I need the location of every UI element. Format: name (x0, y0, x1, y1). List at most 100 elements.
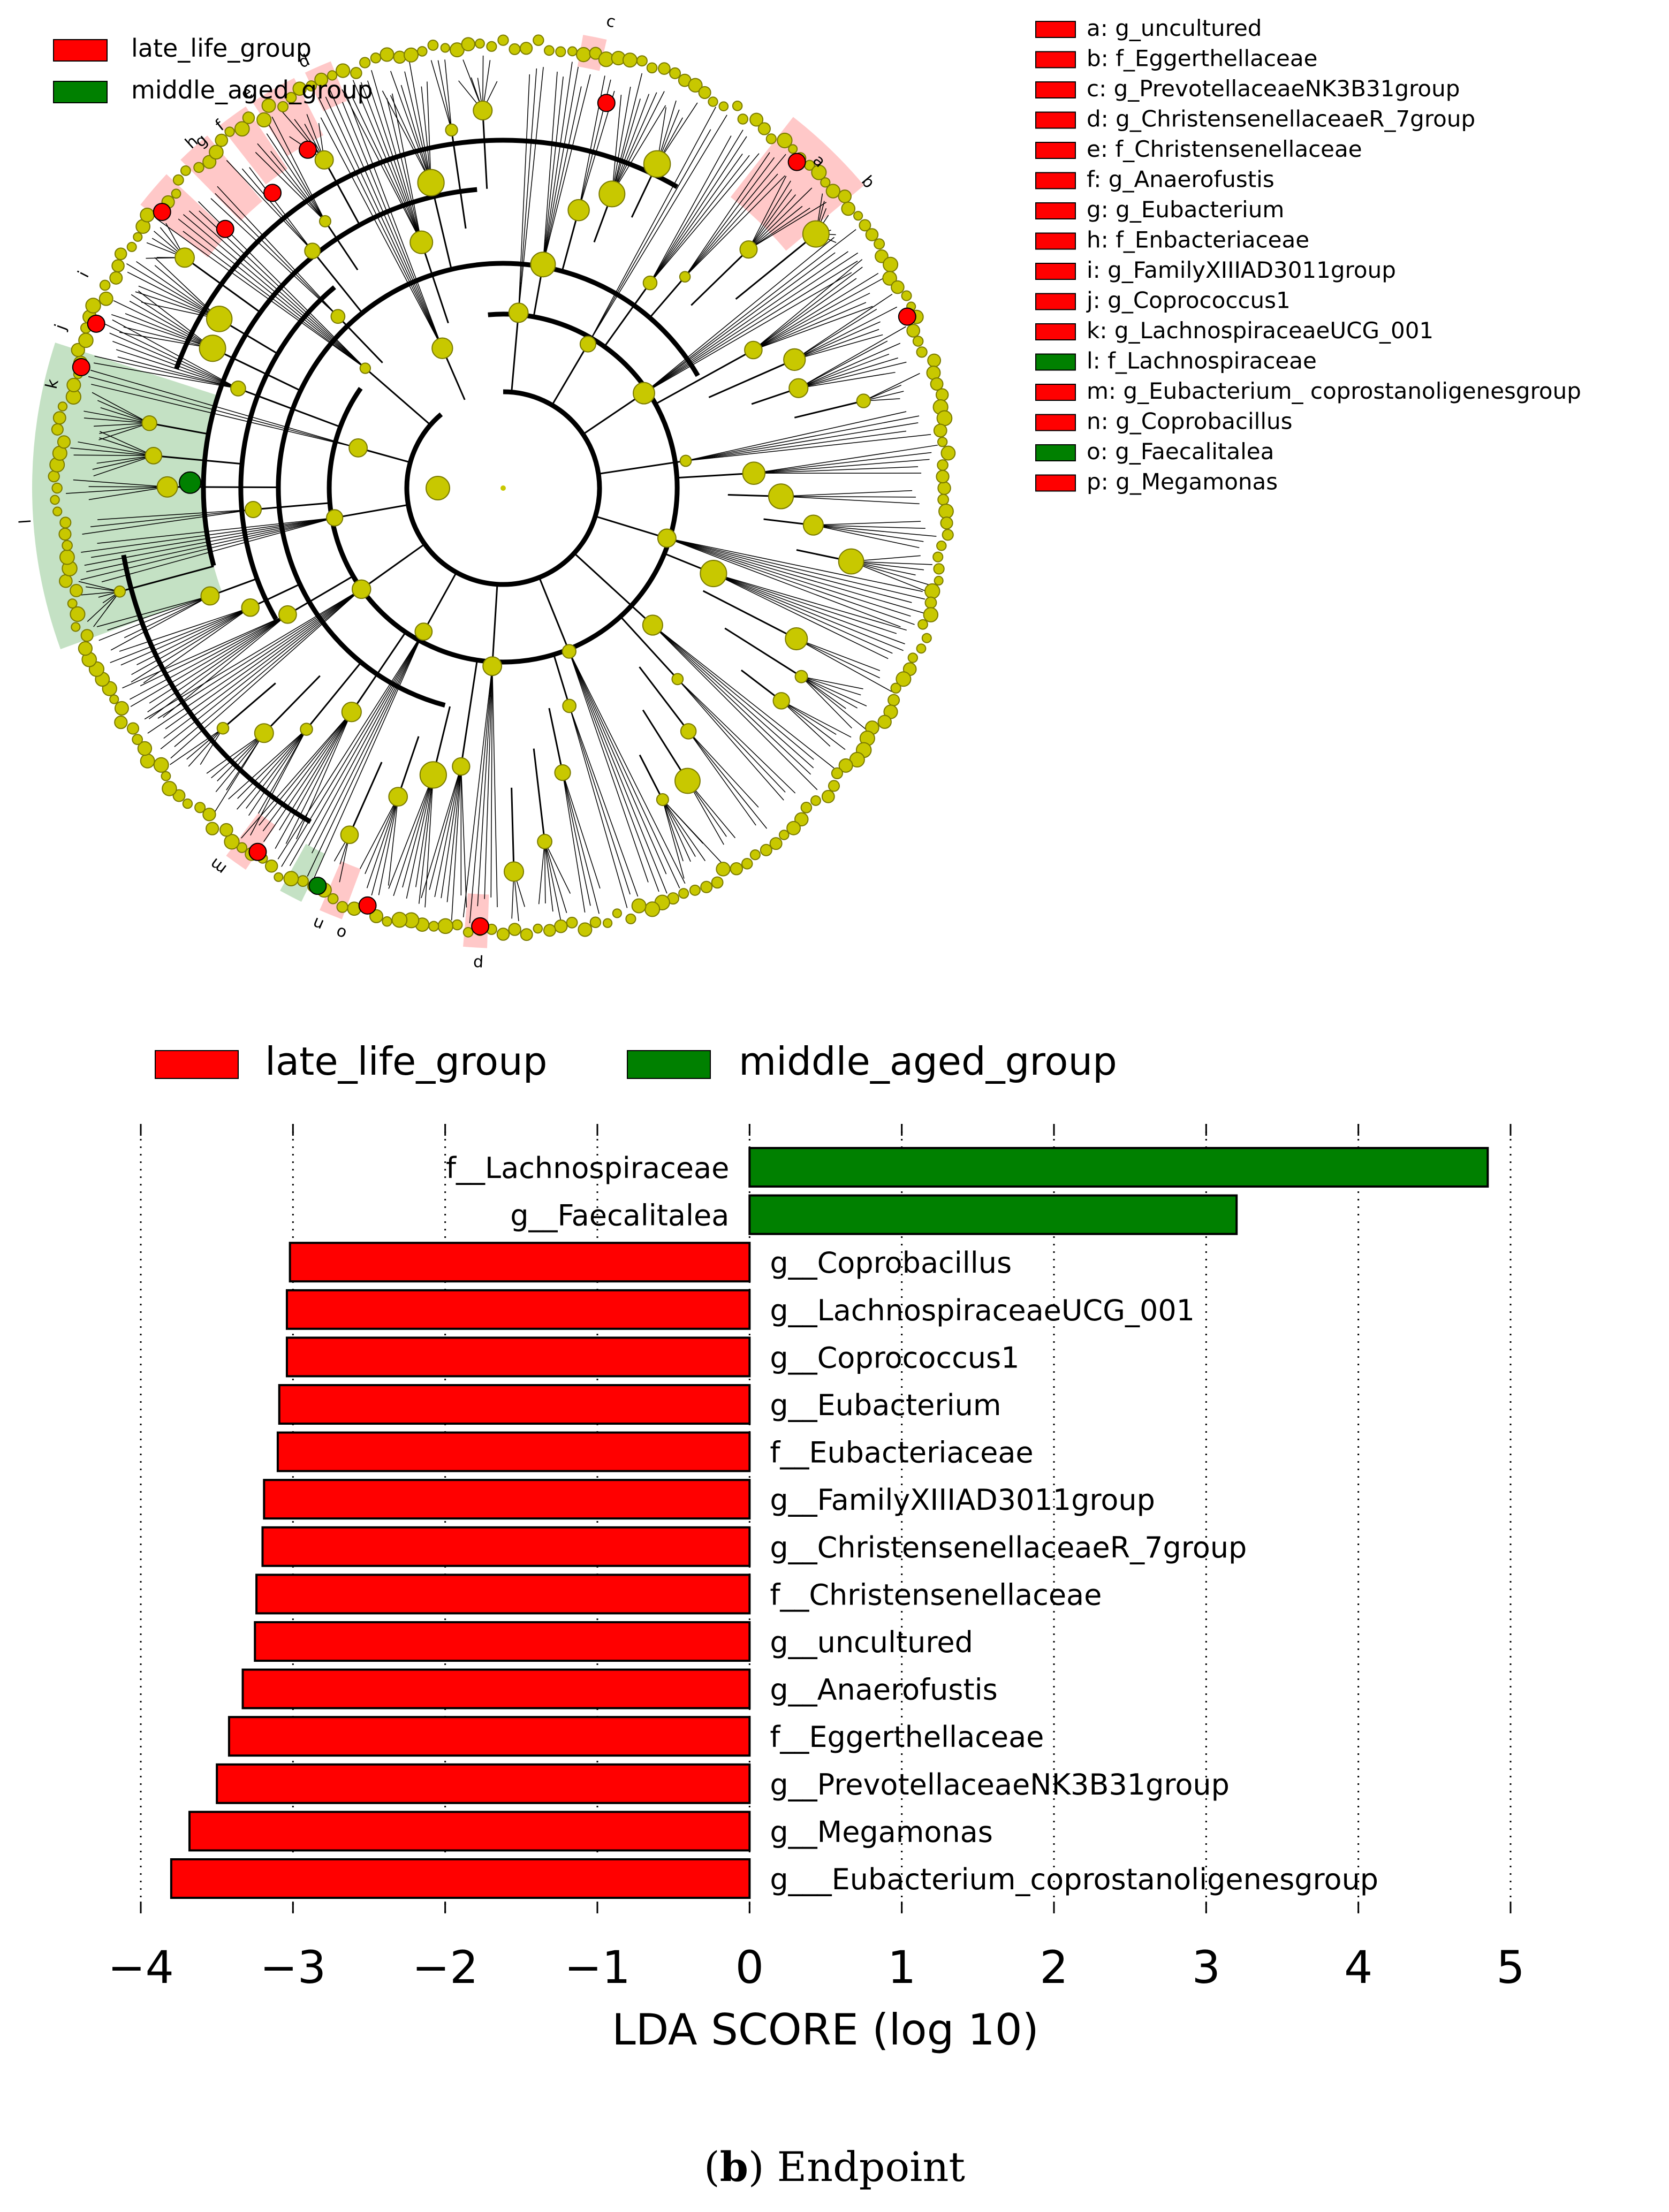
lda-bar-late (216, 1763, 751, 1804)
clado-node (772, 692, 790, 710)
clado-node (533, 34, 544, 46)
clado-leaf-link (80, 591, 120, 596)
clado-leaf-link (781, 700, 852, 738)
clado-legend-late-swatch (53, 39, 108, 62)
clado-node (126, 722, 140, 735)
clado-node (51, 482, 63, 494)
clado-leaf-link (94, 422, 150, 427)
clado-branch (149, 422, 209, 435)
lda-tick-label: 2 (1040, 1941, 1068, 1994)
clado-branch (655, 349, 754, 405)
clado-leaf-link (289, 631, 424, 866)
clado-node (622, 52, 638, 68)
lda-bar-late (261, 1526, 751, 1567)
clado-node (202, 808, 216, 822)
clado-leaf-link (611, 87, 631, 194)
clado-node (162, 781, 177, 796)
lda-legend-middle-swatch (627, 1050, 711, 1079)
clado-branch (702, 590, 797, 640)
clado-node (575, 47, 591, 63)
clado-leaf-link (215, 733, 264, 793)
clado-node (718, 101, 729, 112)
clado-node (698, 86, 711, 99)
clado-node (71, 622, 81, 632)
clado-node (924, 583, 940, 599)
clado-node-late (299, 140, 317, 159)
clado-leaf-link (165, 589, 362, 729)
clado-leaf-link (136, 607, 251, 665)
clado-leaf-link (404, 71, 431, 183)
clado-node (838, 189, 852, 203)
clado-branch (397, 736, 420, 797)
clado-leaf-link (649, 130, 744, 284)
clado-node (768, 483, 794, 510)
clado-branch (603, 282, 651, 347)
clado-leaf-link (685, 422, 919, 461)
clado-node (865, 228, 879, 241)
clado-leaf-link (484, 666, 493, 899)
clado-leaf-link (96, 455, 154, 464)
clado-leaf-link (96, 595, 210, 627)
clado-leaf-link (109, 332, 239, 389)
clado-leaf-link (246, 729, 307, 809)
clado-node (327, 893, 339, 904)
clado-leaf-link (813, 525, 924, 542)
clado-leaf-link (794, 309, 877, 360)
clado-node (140, 753, 155, 769)
clado-node (482, 656, 503, 676)
clado-leaf-link (104, 323, 239, 389)
clado-leaf-link (643, 252, 859, 394)
clado-node (820, 177, 831, 188)
clado-key-swatch (1035, 323, 1076, 340)
clado-branch (639, 666, 689, 732)
clado-node (370, 52, 382, 64)
clado-leaf-link (371, 796, 399, 896)
clado-node (562, 644, 576, 659)
clado-leaf-link (344, 90, 443, 348)
clado-node (757, 122, 771, 135)
clado-node (887, 694, 900, 706)
clado-node (382, 916, 392, 927)
clado-key-label: d: g_ChristensenellaceaeR_7group (1087, 106, 1475, 132)
clado-node (643, 150, 671, 178)
clado-node (473, 100, 493, 121)
lda-tick-label: −1 (564, 1941, 631, 1994)
clado-ring (276, 261, 700, 708)
clado-node (760, 843, 772, 856)
clado-leaf-link (568, 705, 631, 895)
clado-leaf-link (367, 80, 422, 242)
clado-node (109, 271, 123, 285)
clado-leaf-link (131, 294, 213, 349)
clado-branch (253, 502, 330, 511)
clado-node (642, 275, 658, 291)
lda-bar-late (263, 1479, 751, 1520)
clado-node (838, 758, 853, 773)
clado-leaf-link (813, 525, 937, 537)
clado-leaf-link (226, 160, 313, 252)
clado-branch (212, 347, 301, 392)
clado-node (274, 872, 284, 882)
clado-key-label: c: g_PrevotellaceaeNK3B31group (1087, 75, 1460, 102)
clado-leaf-link (437, 60, 452, 131)
clado-leaf-link (170, 589, 362, 759)
lda-bar-label: g__Coprococcus1 (770, 1341, 1019, 1374)
clado-leaf-link (568, 651, 659, 892)
clado-ring (327, 311, 680, 665)
clado-node (132, 734, 143, 746)
clado-node (509, 43, 521, 55)
clado-leaf-link (542, 62, 573, 265)
clado-node (304, 242, 321, 260)
clado-leaf-link (666, 537, 925, 600)
clado-key-label: l: f_Lachnospiraceae (1087, 348, 1317, 374)
clado-leaf-link (211, 733, 264, 779)
lda-bar-label: g__Coprobacillus (770, 1246, 1012, 1280)
clado-leaf-link (279, 711, 352, 831)
clado-leaf-link (568, 651, 649, 883)
lda-legend: late_life_group middle_aged_group (155, 1039, 1117, 1084)
clado-leaf-link (116, 349, 239, 389)
clado-leaf-link (587, 107, 716, 345)
clado-leaf-link (611, 98, 641, 194)
clado-leaf-link (285, 711, 352, 844)
clado-leaf-link (662, 799, 684, 862)
clado-leaf-link (801, 676, 852, 729)
